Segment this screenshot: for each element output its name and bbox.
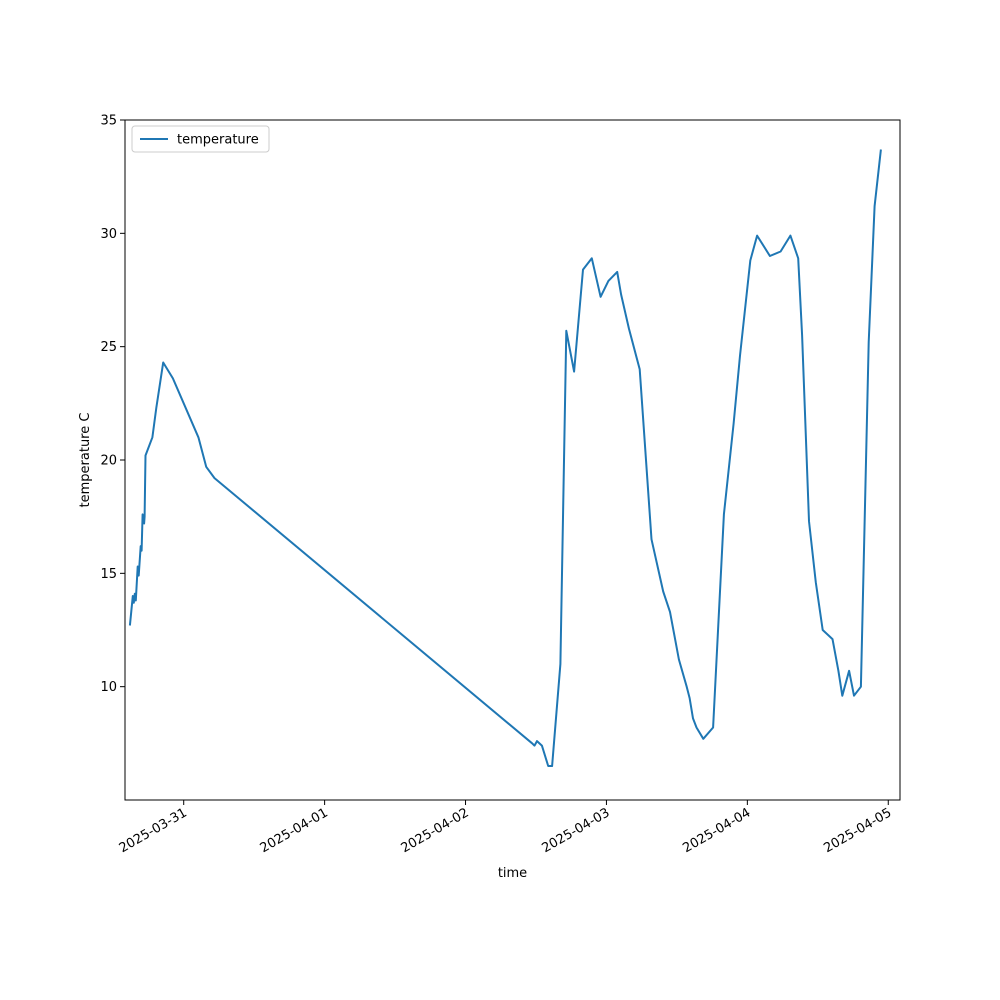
y-tick-label: 10 — [100, 680, 117, 695]
plot-frame — [124, 119, 901, 801]
x-tick-label: 2025-04-01 — [258, 805, 331, 856]
x-tick-label: 2025-04-05 — [821, 805, 894, 856]
y-axis-ticks: 10 15 20 25 30 35 — [100, 114, 125, 695]
x-tick-label: 2025-04-04 — [680, 805, 753, 856]
y-tick-label: 30 — [100, 227, 117, 242]
y-axis-label: temperature C — [78, 413, 93, 508]
x-tick-label: 2025-04-02 — [399, 805, 472, 856]
legend-label: temperature — [177, 133, 259, 148]
legend: temperature — [131, 125, 270, 153]
y-tick-label: 20 — [100, 454, 117, 469]
x-axis-label: time — [498, 866, 527, 881]
y-tick-label: 15 — [100, 567, 117, 582]
x-tick-label: 2025-04-03 — [540, 805, 613, 856]
y-tick-label: 35 — [100, 114, 117, 129]
x-tick-label: 2025-03-31 — [117, 805, 190, 856]
y-tick-label: 25 — [100, 340, 117, 355]
legend-frame — [131, 125, 270, 153]
series-line-temperature — [128, 149, 882, 767]
plot-area — [124, 119, 901, 801]
x-axis-ticks: 2025-03-31 2025-04-01 2025-04-02 2025-04-03… — [117, 800, 894, 856]
